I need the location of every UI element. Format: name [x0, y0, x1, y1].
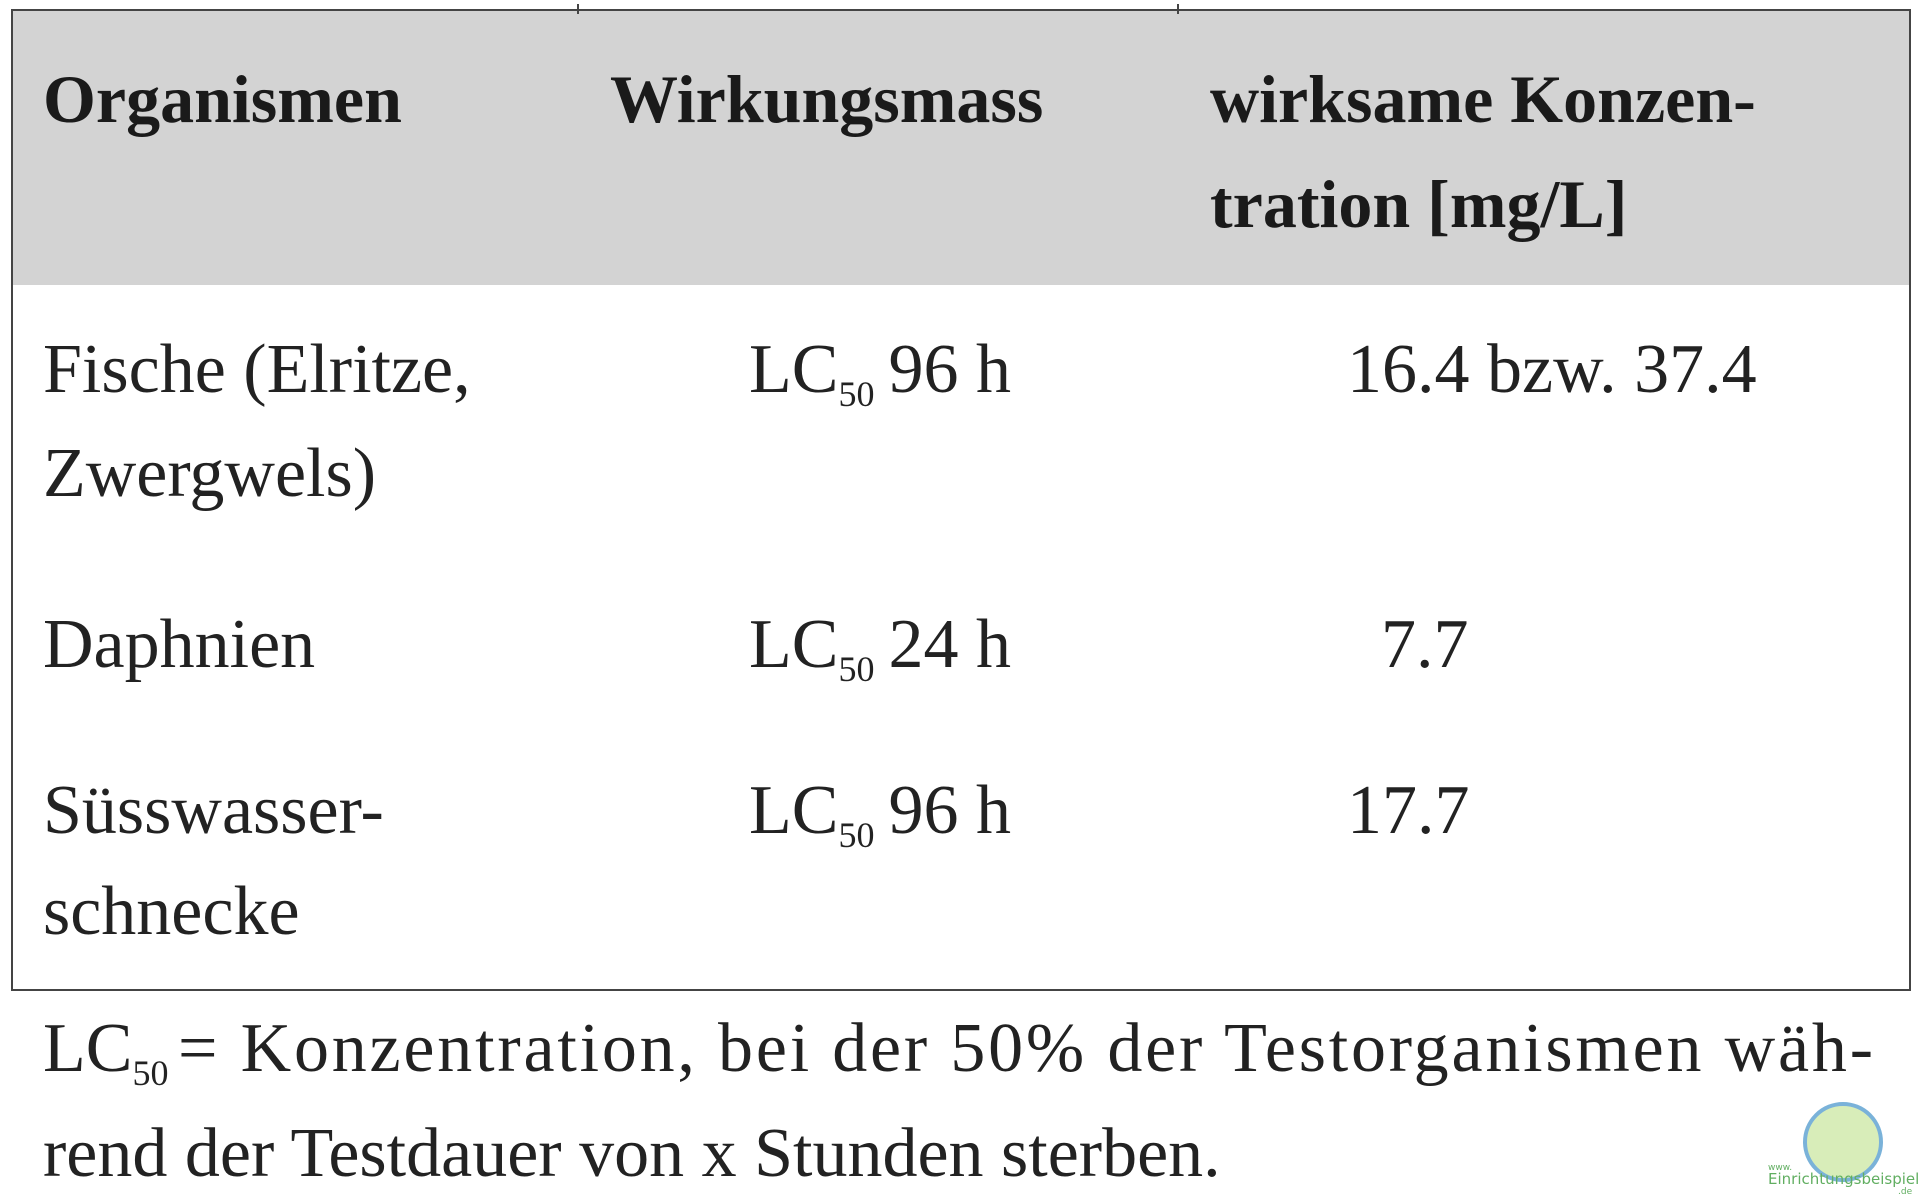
- organism: Daphnien: [43, 606, 315, 683]
- measure-base: LC: [749, 606, 838, 683]
- organism: Fische (Elritze,: [43, 331, 471, 408]
- header-background: [12, 10, 1910, 285]
- measure-rest: 24 h: [888, 606, 1011, 683]
- header-cell: Wirkungsmass: [610, 61, 1043, 137]
- watermark: www. Einrichtungsbeispiele .de: [1768, 1102, 1920, 1197]
- footnote-base: LC: [43, 1010, 132, 1087]
- measure: LC50 96 h: [749, 331, 1011, 414]
- measure-base: LC: [749, 331, 838, 408]
- measure-sub: 50: [838, 815, 874, 855]
- measure-rest: 96 h: [888, 772, 1011, 849]
- header-cell: Organismen: [43, 61, 402, 137]
- measure: LC50 24 h: [749, 606, 1011, 689]
- measure: LC50 96 h: [749, 772, 1011, 855]
- organism: schnecke: [43, 873, 300, 950]
- concentration: 7.7: [1381, 606, 1469, 683]
- measure-sub: 50: [838, 374, 874, 414]
- watermark-suffix: .de: [1898, 1187, 1913, 1197]
- organism: Süsswasser-: [43, 772, 384, 849]
- concentration: 17.7: [1347, 772, 1470, 849]
- measure-sub: 50: [838, 649, 874, 689]
- footnote-line: rend der Testdauer von x Stunden sterben…: [43, 1115, 1221, 1192]
- measure-rest: 96 h: [888, 331, 1011, 408]
- organism: Zwergwels): [43, 435, 376, 512]
- concentration: 16.4 bzw. 37.4: [1347, 331, 1757, 408]
- watermark-prefix: www.: [1768, 1163, 1792, 1173]
- footnote-line: = Konzentration, bei der 50% der Testorg…: [178, 1010, 1873, 1087]
- table-border: [11, 9, 1911, 991]
- header-cell: wirksame Konzen-: [1210, 61, 1756, 137]
- footnote-symbol: LC50: [43, 1010, 168, 1093]
- watermark-logo: [1803, 1102, 1883, 1182]
- header-cell: tration [mg/L]: [1210, 166, 1627, 242]
- footnote-sub: 50: [132, 1053, 168, 1093]
- measure-base: LC: [749, 772, 838, 849]
- watermark-name: Einrichtungsbeispiele: [1768, 1170, 1920, 1188]
